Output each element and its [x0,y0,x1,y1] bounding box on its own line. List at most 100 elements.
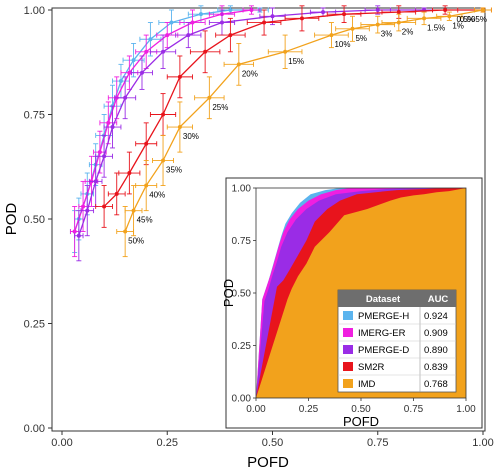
series-point [127,171,132,176]
series-point [169,20,174,25]
legend-swatch [343,345,353,354]
inset-x-axis-title: POFD [343,414,379,429]
series-point [203,49,208,54]
legend-auc-value: 0.890 [424,345,448,356]
y-tick-label: 0.75 [24,110,45,122]
series-point [186,33,191,38]
threshold-label: 45% [137,216,153,225]
y-tick-label: 0.50 [24,214,45,226]
series-point [228,8,233,12]
inset-y-tick-label: 0.25 [232,341,252,352]
threshold-label: 10% [334,40,350,49]
threshold-label: 40% [149,191,165,200]
series-point [106,120,111,125]
threshold-label: 35% [166,165,182,174]
series-point [190,20,195,25]
legend-dataset-name: IMERG-ER [358,328,406,339]
x-tick-label: 0.75 [367,437,388,449]
series-point [375,8,380,12]
threshold-label: 50% [128,237,144,246]
series-line-imerg-er [74,9,252,232]
x-tick-label: 0.00 [51,437,72,449]
x-tick-label: 0.50 [262,437,283,449]
series-point [249,8,254,12]
legend-auc-value: 0.839 [424,362,448,373]
series-imd [116,7,492,258]
series-point [165,33,170,38]
inset-x-tick-label: 0.75 [404,404,424,415]
threshold-label: 3% [381,30,393,39]
series-point [396,20,401,25]
inset-x-tick-label: 1.00 [456,404,476,415]
series-imerg-er [69,5,261,258]
series-point [198,12,203,17]
series-point [177,74,182,79]
series-point [375,22,380,27]
inset-panel: 0.00 0.25 0.50 0.75 1.00 0.00 0.25 0.50 0.75 1.00… [221,177,483,429]
series-point [219,20,224,25]
x-tick-label: 0.25 [157,437,178,449]
series-point [177,125,182,130]
x-tick-label: 1.00 [472,437,493,449]
legend-auc-value: 0.924 [424,311,448,322]
series-point [127,70,132,75]
series-point [144,141,149,146]
series-point [72,229,77,234]
inset-y-tick-label: 0.50 [232,289,252,300]
legend-dataset-name: PMERGE-D [358,345,409,356]
threshold-label: 0.5% [457,15,475,24]
series-point [144,183,149,188]
series-point [123,95,128,100]
legend-header-auc: AUC [428,294,449,305]
inset-x-tick-label: 0.25 [299,404,319,415]
series-point [139,70,144,75]
legend-auc-value: 0.768 [424,379,448,390]
threshold-label: 1% [452,21,464,30]
series-point [148,37,153,42]
inset-y-tick-label: 1.00 [232,184,252,195]
series-point [76,233,81,238]
y-tick-label: 0.00 [24,423,45,435]
threshold-label: 20% [242,69,258,78]
legend-swatch [343,362,353,371]
legend-header-bg [338,290,456,307]
series-point [131,58,136,63]
series-point [228,33,233,38]
series-point [447,14,452,19]
series-point [161,158,166,163]
legend-dataset-name: IMD [358,379,376,390]
series-point [144,49,149,54]
threshold-label: 2% [402,28,414,37]
series-point [93,179,98,184]
series-point [97,150,102,155]
series-point [342,12,347,17]
legend-swatch [343,328,353,337]
series-point [118,79,123,84]
legend-swatch [343,379,353,388]
series-point [110,125,115,130]
series-point [102,154,107,159]
inset-x-tick-label: 0.00 [246,404,266,415]
inset-axis-ticks: 0.00 0.25 0.50 0.75 1.00 0.00 0.25 0.50 0.75 1.00 [232,184,477,416]
y-axis-title: POD [3,203,20,236]
series-point [321,10,326,15]
series-point [85,208,90,213]
threshold-label: 0.005% [460,15,487,24]
threshold-label: 15% [288,57,304,66]
threshold-label: 25% [212,103,228,112]
series-point [481,8,485,12]
series-point [236,62,241,67]
inset-x-tick-label: 0.50 [351,404,371,415]
series-point [123,229,128,234]
series-point [396,10,401,15]
legend-header-dataset: Dataset [366,294,401,305]
main-series-layer [69,5,492,262]
series-point [161,112,166,117]
series-point [161,49,166,54]
auc-legend-table: Dataset AUC PMERGE-H 0.924 IMERG-ER 0.909 PMER… [337,289,457,393]
series-point [299,16,304,21]
legend-dataset-name: PMERGE-H [358,311,409,322]
series-point [329,33,334,38]
series-point [262,20,267,25]
